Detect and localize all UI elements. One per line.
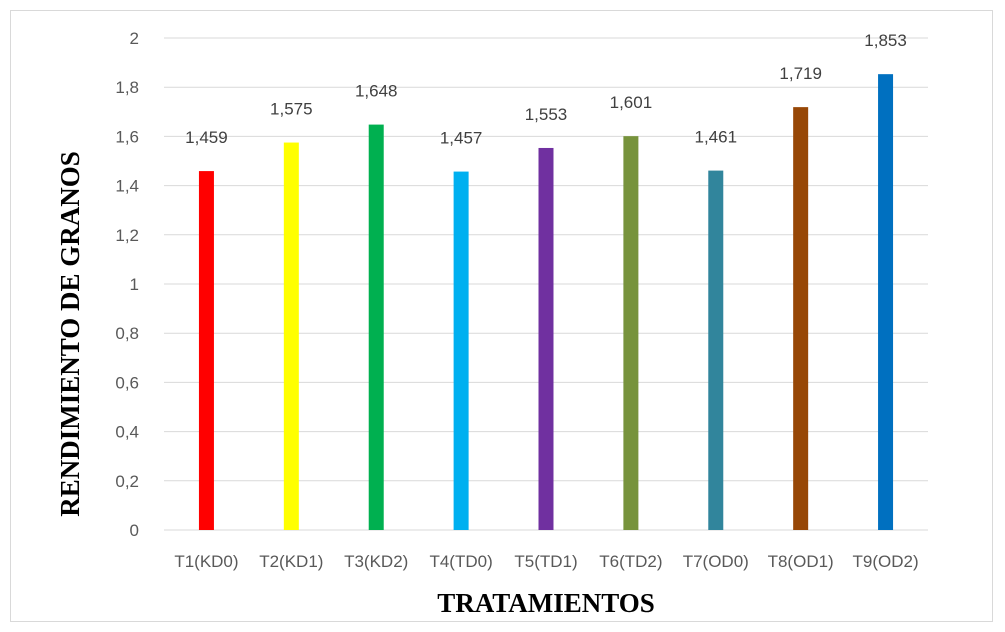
x-tick-label: T8(OD1) <box>768 552 834 571</box>
bars <box>198 74 894 531</box>
chart-frame: 0 0,2 0,4 0,6 0,8 1 1,2 1,4 1,6 1,8 2 1,459 1,575 1,… <box>10 10 993 622</box>
data-label: 1,459 <box>185 128 228 147</box>
y-axis-title: RENDIMIENTO DE GRANOS <box>55 151 85 517</box>
y-tick-label: 0,6 <box>115 373 139 392</box>
y-tick-label: 0 <box>130 521 139 540</box>
data-label: 1,601 <box>610 93 653 112</box>
bar <box>198 171 214 530</box>
x-tick-label: T2(KD1) <box>259 552 323 571</box>
x-tick-label: T4(TD0) <box>429 552 492 571</box>
data-label: 1,457 <box>440 129 483 148</box>
y-tick-label: 1 <box>130 275 139 294</box>
x-tick-label: T7(OD0) <box>683 552 749 571</box>
x-tick-label: T6(TD2) <box>599 552 662 571</box>
data-label: 1,853 <box>864 31 907 50</box>
bar <box>708 170 724 530</box>
data-label: 1,553 <box>525 105 568 124</box>
y-tick-label: 0,8 <box>115 324 139 343</box>
x-axis-title: TRATAMIENTOS <box>437 588 655 618</box>
y-tick-label: 2 <box>130 29 139 48</box>
bar <box>878 74 894 531</box>
y-axis-ticks: 0 0,2 0,4 0,6 0,8 1 1,2 1,4 1,6 1,8 2 <box>115 29 139 540</box>
bar <box>623 136 639 530</box>
y-tick-label: 1,4 <box>115 177 139 196</box>
data-label: 1,461 <box>695 128 738 147</box>
x-tick-label: T9(OD2) <box>852 552 918 571</box>
bar <box>283 142 299 531</box>
y-tick-label: 1,6 <box>115 127 139 146</box>
y-tick-label: 0,2 <box>115 472 139 491</box>
bar-chart: 00,20,40,60,811,21,41,61,82 1,4591,5751,… <box>55 29 928 618</box>
data-label: 1,575 <box>270 100 313 119</box>
bar <box>368 124 384 530</box>
bar <box>538 147 554 530</box>
y-tick-label: 1,2 <box>115 226 139 245</box>
y-tick-label: 0,4 <box>115 423 139 442</box>
y-tick-label: 1,8 <box>115 78 139 97</box>
data-label: 1,719 <box>779 64 822 83</box>
x-axis-ticks: T1(KD0) T2(KD1) T3(KD2) T4(TD0) T5(TD1) T6(TD… <box>174 552 918 571</box>
x-tick-label: T5(TD1) <box>514 552 577 571</box>
bar <box>453 171 469 530</box>
x-tick-label: T3(KD2) <box>344 552 408 571</box>
x-tick-label: T1(KD0) <box>174 552 238 571</box>
data-label: 1,648 <box>355 82 398 101</box>
data-labels: 1,459 1,575 1,648 1,457 1,553 1,601 1,461 1,719… <box>185 31 907 147</box>
bar <box>793 107 809 530</box>
